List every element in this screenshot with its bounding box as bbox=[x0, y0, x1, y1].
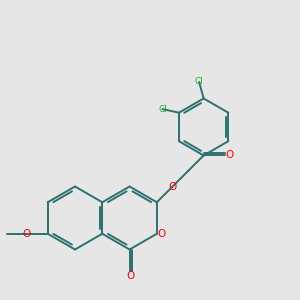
Text: O: O bbox=[126, 271, 134, 281]
Text: Cl: Cl bbox=[195, 77, 204, 86]
Text: O: O bbox=[157, 229, 166, 239]
Text: O: O bbox=[226, 150, 234, 161]
Text: O: O bbox=[22, 229, 30, 239]
Text: O: O bbox=[168, 182, 177, 192]
Text: Cl: Cl bbox=[158, 105, 167, 114]
